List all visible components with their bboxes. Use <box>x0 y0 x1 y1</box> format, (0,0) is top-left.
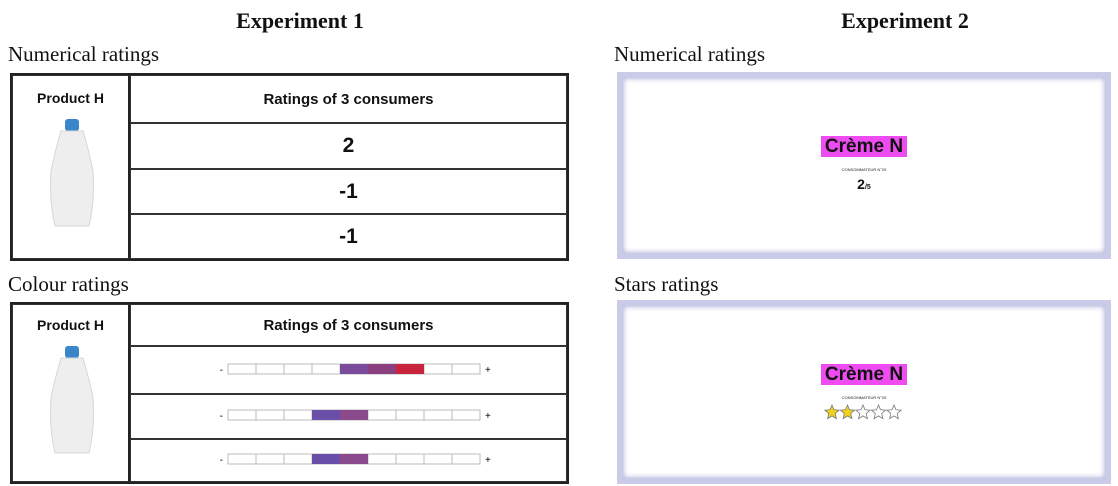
rating: -1 <box>339 180 358 204</box>
scale-cell <box>256 410 284 420</box>
scale-cell <box>424 410 452 420</box>
scale-cell <box>312 364 340 374</box>
colour-bars: - + - + - + <box>12 304 567 482</box>
section-label: Numerical ratings <box>614 42 765 67</box>
colour-segment <box>312 410 340 420</box>
section-label: Colour ratings <box>8 272 129 297</box>
scale-cell <box>228 410 256 420</box>
scale-max: + <box>485 365 491 376</box>
section-label: Stars ratings <box>614 272 718 297</box>
scale-cell <box>284 410 312 420</box>
screen-content: Crème N CONSOMMATEUR N°29 2/5 <box>623 136 1105 194</box>
ratings-table: Product H Ratings of 3 consumers 2 -1 -1 <box>10 73 569 261</box>
star-rating <box>824 404 904 420</box>
scale-min: - <box>220 411 223 422</box>
colour-segment <box>396 364 424 374</box>
scale-cell <box>368 454 396 464</box>
rating: 2 <box>343 134 355 158</box>
scale-cell <box>452 454 480 464</box>
star <box>856 405 870 419</box>
star <box>825 405 839 419</box>
experiment-title: Experiment 2 <box>805 8 1005 34</box>
colour-segment <box>340 410 368 420</box>
consumer-id: CONSOMMATEUR N°29 <box>842 167 887 172</box>
colour-segment <box>340 364 368 374</box>
product-name: Crème N <box>821 136 907 157</box>
scale-cell <box>284 364 312 374</box>
colour-table: Product H Ratings of 3 consumers -+-+-+ <box>10 302 569 484</box>
page: Experiment 1 Experiment 2 Numerical rati… <box>0 0 1118 486</box>
scale-min: - <box>220 365 223 376</box>
column-header: Ratings of 3 consumers <box>263 91 433 108</box>
rating-cell: -1 <box>130 169 567 214</box>
rating-cell: 2 <box>130 123 567 169</box>
rating: 2 <box>857 176 865 192</box>
screen-panel: Crème N CONSOMMATEUR N°29 2/5 <box>617 72 1111 259</box>
rating-scale: /5 <box>865 184 871 191</box>
scale-cell <box>452 410 480 420</box>
rating: -1 <box>339 225 358 249</box>
colour-segment <box>340 454 368 464</box>
scale-cell <box>452 364 480 374</box>
experiment-title: Experiment 1 <box>200 8 400 34</box>
scale-cell <box>424 364 452 374</box>
scale-cell <box>256 364 284 374</box>
screen-content: Crème N CONSOMMATEUR N°29 <box>623 364 1105 425</box>
scale-cell <box>368 410 396 420</box>
scale-cell <box>228 454 256 464</box>
scale-cell <box>424 454 452 464</box>
rating-cell: -1 <box>130 214 567 259</box>
product-name: Crème N <box>821 364 907 385</box>
section-label: Numerical ratings <box>8 42 159 67</box>
screen-panel: Crème N CONSOMMATEUR N°29 <box>617 300 1111 484</box>
scale-cell <box>284 454 312 464</box>
consumer-id: CONSOMMATEUR N°29 <box>842 395 887 400</box>
scale-cell <box>228 364 256 374</box>
product-name: Product H <box>37 90 104 106</box>
scale-max: + <box>485 411 491 422</box>
scale-cell <box>256 454 284 464</box>
scale-min: - <box>220 455 223 466</box>
scale-cell <box>396 454 424 464</box>
colour-segment <box>368 364 396 374</box>
star <box>887 405 901 419</box>
scale-max: + <box>485 455 491 466</box>
scale-cell <box>396 410 424 420</box>
colour-segment <box>312 454 340 464</box>
star <box>871 405 885 419</box>
bottle <box>47 119 97 229</box>
header-cell: Ratings of 3 consumers <box>130 75 567 123</box>
star <box>840 405 854 419</box>
